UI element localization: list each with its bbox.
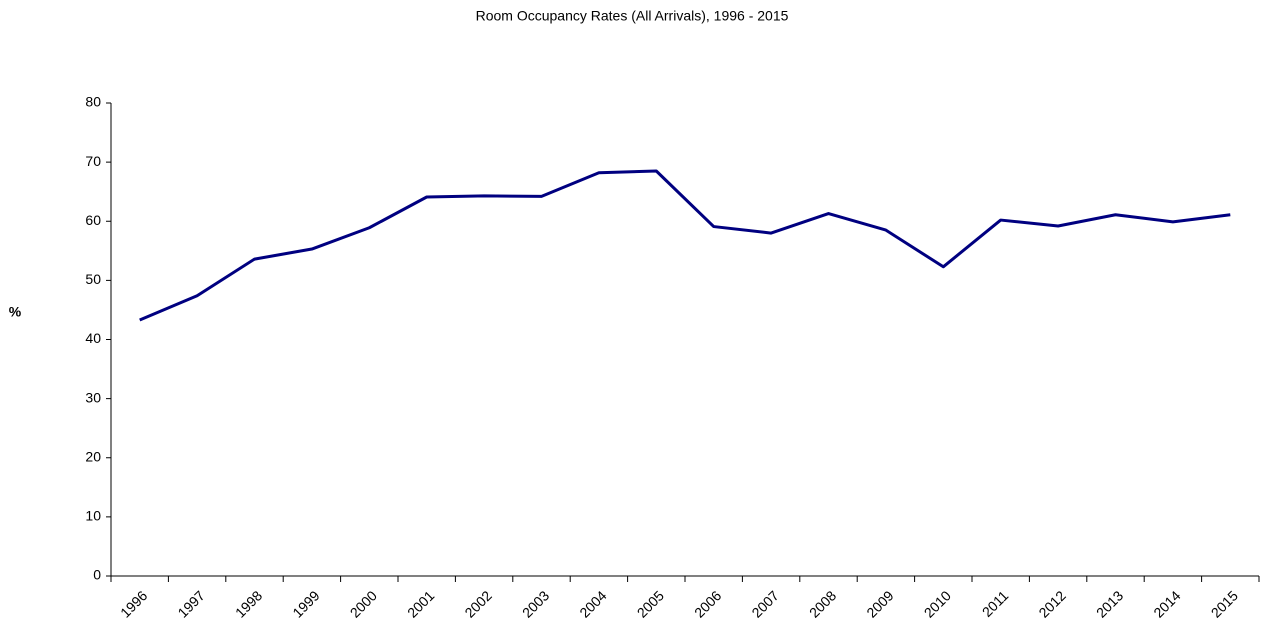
x-tick-label: 2001 <box>404 587 437 620</box>
x-tick-label: 2005 <box>634 587 667 620</box>
x-tick-label: 2010 <box>921 587 954 620</box>
x-tick-label: 1999 <box>289 587 322 620</box>
x-tick-label: 2004 <box>576 587 609 620</box>
y-tick-label: 30 <box>85 389 101 405</box>
x-tick-label: 2007 <box>748 587 781 620</box>
y-tick-label: 50 <box>85 271 101 287</box>
y-axis-label: % <box>9 304 22 320</box>
y-tick-label: 70 <box>85 153 101 169</box>
x-tick-label: 2011 <box>979 587 1012 620</box>
x-tick-label: 2000 <box>347 587 380 620</box>
x-tick-label: 2008 <box>806 587 839 620</box>
x-tick-label: 2003 <box>519 587 552 620</box>
y-tick-label: 80 <box>85 94 101 110</box>
y-tick-label: 20 <box>85 448 101 464</box>
y-tick-label: 60 <box>85 212 101 228</box>
chart-title: Room Occupancy Rates (All Arrivals), 199… <box>476 8 789 24</box>
x-tick-label: 1997 <box>174 587 207 620</box>
x-tick-label: 2015 <box>1208 587 1241 620</box>
x-tick-label: 2009 <box>863 587 896 620</box>
x-tick-label: 2014 <box>1150 587 1183 620</box>
y-tick-label: 0 <box>93 567 101 583</box>
x-tick-label: 2013 <box>1093 587 1126 620</box>
x-tick-label: 1996 <box>117 587 150 620</box>
x-tick-label: 2012 <box>1035 587 1068 620</box>
x-tick-label: 2002 <box>461 587 494 620</box>
x-tick-label: 2006 <box>691 587 724 620</box>
x-tick-label: 1998 <box>232 587 265 620</box>
y-tick-label: 10 <box>85 508 101 524</box>
line-series <box>139 169 1231 322</box>
y-tick-label: 40 <box>85 330 101 346</box>
